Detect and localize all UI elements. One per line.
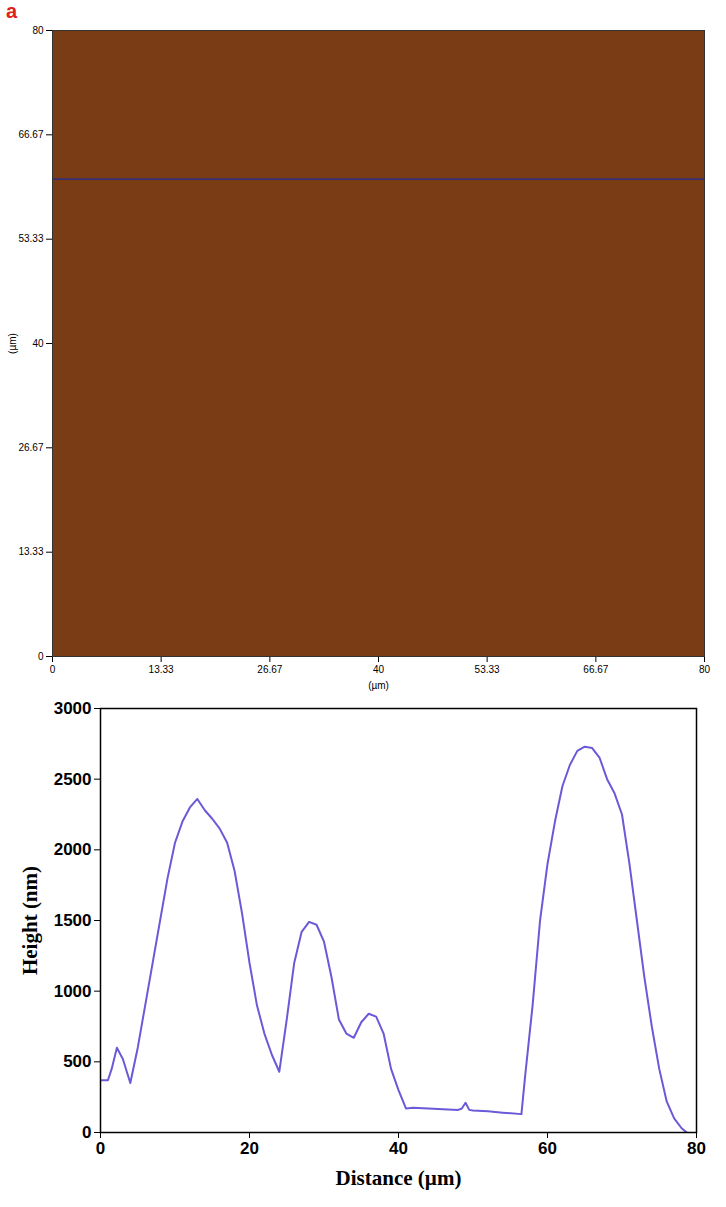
svg-text:0: 0: [96, 1139, 105, 1158]
svg-text:1500: 1500: [54, 911, 92, 930]
svg-text:80: 80: [699, 664, 711, 675]
svg-text:66.67: 66.67: [583, 664, 608, 675]
svg-text:2500: 2500: [54, 770, 92, 789]
svg-text:0: 0: [82, 1123, 91, 1142]
svg-text:13.33: 13.33: [149, 664, 174, 675]
svg-text:60: 60: [538, 1139, 557, 1158]
svg-text:500: 500: [63, 1052, 91, 1071]
svg-text:Distance (µm): Distance (µm): [336, 1166, 462, 1190]
svg-text:80: 80: [687, 1139, 706, 1158]
svg-text:(µm): (µm): [7, 333, 18, 354]
svg-text:26.67: 26.67: [257, 664, 282, 675]
svg-text:40: 40: [389, 1139, 408, 1158]
svg-text:0: 0: [50, 664, 56, 675]
svg-text:20: 20: [240, 1139, 259, 1158]
svg-text:40: 40: [373, 664, 385, 675]
svg-text:3000: 3000: [54, 699, 92, 718]
svg-text:53.33: 53.33: [18, 233, 43, 244]
svg-text:66.67: 66.67: [18, 129, 43, 140]
html-text:a: a: [6, 0, 18, 22]
svg-text:1000: 1000: [54, 982, 92, 1001]
svg-text:53.33: 53.33: [475, 664, 500, 675]
svg-text:80: 80: [32, 25, 44, 36]
svg-text:13.33: 13.33: [18, 546, 43, 557]
svg-text:0: 0: [38, 651, 44, 662]
svg-text:26.67: 26.67: [18, 442, 43, 453]
svg-text:40: 40: [32, 338, 44, 349]
svg-text:Height (nm): Height (nm): [18, 866, 42, 975]
svg-text:2000: 2000: [54, 840, 92, 859]
svg-text:(µm): (µm): [368, 680, 389, 691]
